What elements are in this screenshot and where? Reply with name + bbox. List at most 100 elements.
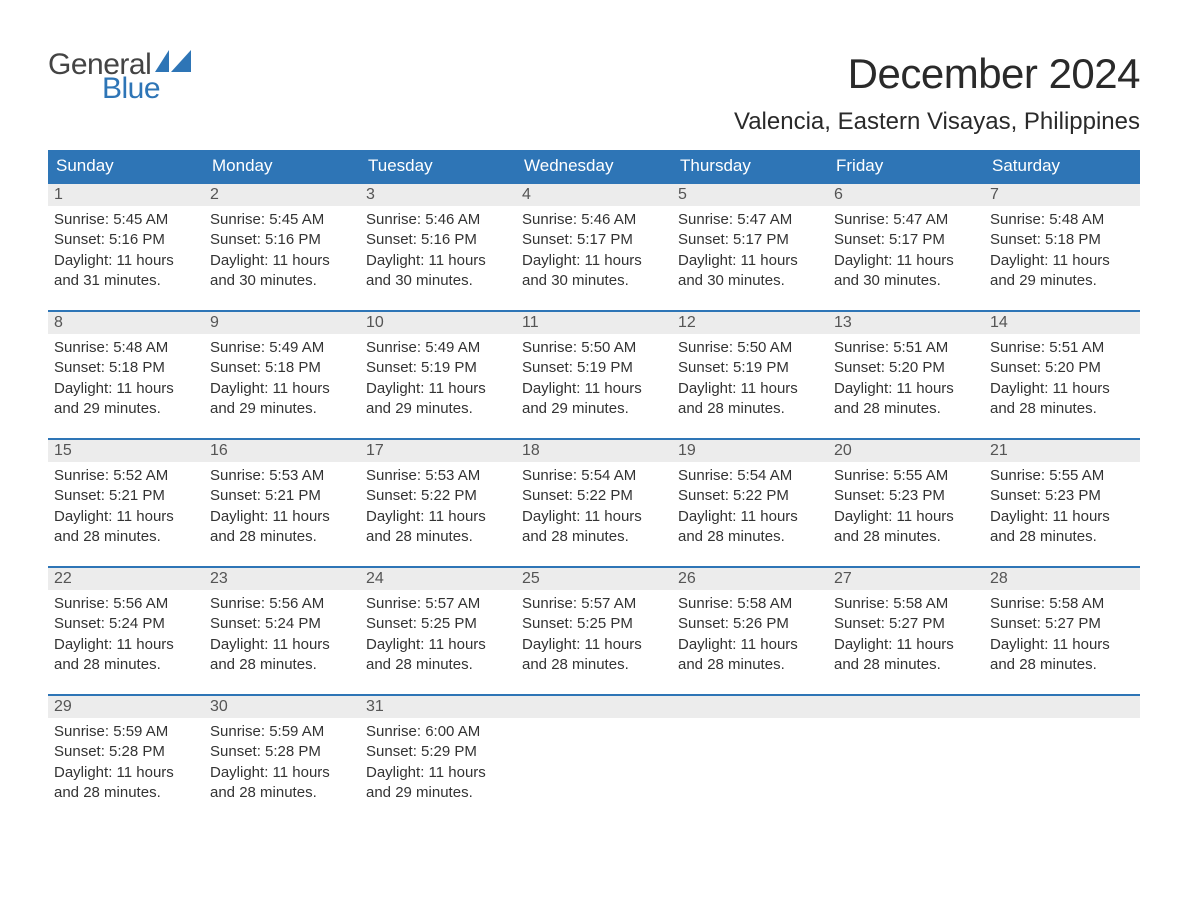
sunset-line: Sunset: 5:18 PM [210, 359, 321, 376]
calendar-day-cell: 23Sunrise: 5:56 AMSunset: 5:24 PMDayligh… [204, 566, 360, 694]
day-number: 26 [672, 568, 828, 590]
sunrise-line: Sunrise: 5:47 AM [678, 211, 792, 228]
logo-sail-icon [155, 50, 193, 76]
calendar-day-cell: .. [828, 694, 984, 822]
calendar-week-row: 29Sunrise: 5:59 AMSunset: 5:28 PMDayligh… [48, 694, 1140, 822]
calendar-table: SundayMondayTuesdayWednesdayThursdayFrid… [48, 150, 1140, 822]
sunset-line: Sunset: 5:17 PM [678, 231, 789, 248]
sunrise-line: Sunrise: 5:45 AM [54, 211, 168, 228]
calendar-day-cell: 3 Sunrise: 5:46 AM Sunset: 5:16 PM Daylight… [360, 182, 516, 310]
calendar-day-cell: .. [672, 694, 828, 822]
sunset-line: Sunset: 5:19 PM [678, 359, 789, 376]
sunrise-line: Sunrise: 5:46 AM [366, 211, 480, 228]
day-number: 30 [204, 696, 360, 718]
sunrise-line: Sunrise: 5:56 AM [54, 595, 168, 612]
sunset-line: Sunset: 5:16 PM [366, 231, 477, 248]
day-number: 2 [204, 184, 360, 206]
day-number: 5 [672, 184, 828, 206]
daylight-line: Daylight: 11 hours and 29 minutes. [366, 380, 486, 417]
day-number: 3 [360, 184, 516, 206]
sunset-line: Sunset: 5:27 PM [834, 615, 945, 632]
day-number: 19 [672, 440, 828, 462]
calendar-day-cell: 12Sunrise: 5:50 AMSunset: 5:19 PMDayligh… [672, 310, 828, 438]
daylight-line: Daylight: 11 hours and 28 minutes. [522, 636, 642, 673]
calendar-day-cell: 1Sunrise: 5:45 AMSunset: 5:16 PMDaylight… [48, 182, 204, 310]
daylight-line: Daylight: 11 hours and 28 minutes. [990, 636, 1110, 673]
calendar-day-cell: 21Sunrise: 5:55 AMSunset: 5:23 PMDayligh… [984, 438, 1140, 566]
daylight-line: Daylight: 11 hours and 30 minutes. [366, 252, 486, 289]
daylight-line: Daylight: 11 hours and 28 minutes. [678, 508, 798, 545]
sunset-line: Sunset: 5:19 PM [366, 359, 477, 376]
sunrise-line: Sunrise: 5:58 AM [990, 595, 1104, 612]
daylight-line: Daylight: 11 hours and 28 minutes. [678, 636, 798, 673]
calendar-day-cell: 8Sunrise: 5:48 AMSunset: 5:18 PMDaylight… [48, 310, 204, 438]
day-details: Sunrise: 5:55 AMSunset: 5:23 PMDaylight:… [984, 462, 1140, 559]
daylight-line: Daylight: 11 hours and 28 minutes. [366, 508, 486, 545]
sunset-line: Sunset: 5:22 PM [366, 487, 477, 504]
day-number: 23 [204, 568, 360, 590]
sunrise-line: Sunrise: 5:51 AM [990, 339, 1104, 356]
sunset-line: Sunset: 5:22 PM [522, 487, 633, 504]
day-details: Sunrise: 5:54 AMSunset: 5:22 PMDaylight:… [672, 462, 828, 559]
day-details: Sunrise: 5:54 AMSunset: 5:22 PMDaylight:… [516, 462, 672, 559]
day-number: 21 [984, 440, 1140, 462]
daylight-line: Daylight: 11 hours and 28 minutes. [210, 508, 330, 545]
day-number: 11 [516, 312, 672, 334]
day-number: 4 [516, 184, 672, 206]
sunset-line: Sunset: 5:25 PM [366, 615, 477, 632]
day-details: Sunrise: 5:51 AMSunset: 5:20 PMDaylight:… [828, 334, 984, 431]
daylight-line: Daylight: 11 hours and 29 minutes. [210, 380, 330, 417]
sunset-line: Sunset: 5:28 PM [210, 743, 321, 760]
day-number: 7 [984, 184, 1140, 206]
calendar-day-cell: .. [516, 694, 672, 822]
title-block: December 2024 Valencia, Eastern Visayas,… [734, 50, 1140, 136]
calendar-day-cell: 10Sunrise: 5:49 AMSunset: 5:19 PMDayligh… [360, 310, 516, 438]
calendar-day-cell: 4Sunrise: 5:46 AMSunset: 5:17 PMDaylight… [516, 182, 672, 310]
day-number: 18 [516, 440, 672, 462]
daylight-line: Daylight: 11 hours and 30 minutes. [834, 252, 954, 289]
sunset-line: Sunset: 5:23 PM [990, 487, 1101, 504]
sunset-line: Sunset: 5:25 PM [522, 615, 633, 632]
calendar-week-row: 1Sunrise: 5:45 AMSunset: 5:16 PMDaylight… [48, 182, 1140, 310]
day-details: Sunrise: 5:56 AMSunset: 5:24 PMDaylight:… [48, 590, 204, 687]
calendar-day-cell: 11Sunrise: 5:50 AMSunset: 5:19 PMDayligh… [516, 310, 672, 438]
day-details: Sunrise: 5:59 AMSunset: 5:28 PMDaylight:… [48, 718, 204, 815]
daylight-line: Daylight: 11 hours and 28 minutes. [54, 508, 174, 545]
day-details: Sunrise: 5:47 AMSunset: 5:17 PMDaylight:… [672, 206, 828, 303]
calendar-day-cell: 19Sunrise: 5:54 AMSunset: 5:22 PMDayligh… [672, 438, 828, 566]
header-row: General Blue December 2024 Valencia, Eas… [48, 50, 1140, 136]
sunrise-line: Sunrise: 5:55 AM [834, 467, 948, 484]
sunset-line: Sunset: 5:17 PM [834, 231, 945, 248]
calendar-day-cell: 15Sunrise: 5:52 AMSunset: 5:21 PMDayligh… [48, 438, 204, 566]
sunset-line: Sunset: 5:17 PM [522, 231, 633, 248]
daylight-line: Daylight: 11 hours and 29 minutes. [990, 252, 1110, 289]
weekday-header: Friday [828, 150, 984, 182]
calendar-day-cell: 22Sunrise: 5:56 AMSunset: 5:24 PMDayligh… [48, 566, 204, 694]
day-number: 27 [828, 568, 984, 590]
calendar-day-cell: 28Sunrise: 5:58 AMSunset: 5:27 PMDayligh… [984, 566, 1140, 694]
day-number: 14 [984, 312, 1140, 334]
daylight-line: Daylight: 11 hours and 28 minutes. [210, 636, 330, 673]
sunrise-line: Sunrise: 5:49 AM [210, 339, 324, 356]
daylight-line: Daylight: 11 hours and 28 minutes. [834, 508, 954, 545]
day-details: Sunrise: 5:46 AMSunset: 5:17 PMDaylight:… [516, 206, 672, 303]
calendar-week-row: 22Sunrise: 5:56 AMSunset: 5:24 PMDayligh… [48, 566, 1140, 694]
day-details: Sunrise: 5:55 AMSunset: 5:23 PMDaylight:… [828, 462, 984, 559]
logo: General Blue [48, 50, 193, 104]
calendar-day-cell: 5Sunrise: 5:47 AMSunset: 5:17 PMDaylight… [672, 182, 828, 310]
calendar-header-row: SundayMondayTuesdayWednesdayThursdayFrid… [48, 150, 1140, 182]
calendar-week-row: 8Sunrise: 5:48 AMSunset: 5:18 PMDaylight… [48, 310, 1140, 438]
weekday-header: Tuesday [360, 150, 516, 182]
sunset-line: Sunset: 5:20 PM [834, 359, 945, 376]
day-details: Sunrise: 5:49 AM Sunset: 5:18 PM Daylight:… [204, 334, 360, 431]
day-details: Sunrise: 5:58 AMSunset: 5:26 PMDaylight:… [672, 590, 828, 687]
daylight-line: Daylight: 11 hours and 30 minutes. [522, 252, 642, 289]
daylight-line: Daylight: 11 hours and 29 minutes. [366, 764, 486, 801]
day-details: Sunrise: 5:50 AMSunset: 5:19 PMDaylight:… [516, 334, 672, 431]
calendar-day-cell: 7Sunrise: 5:48 AMSunset: 5:18 PMDaylight… [984, 182, 1140, 310]
calendar-day-cell: 6Sunrise: 5:47 AMSunset: 5:17 PMDaylight… [828, 182, 984, 310]
sunrise-line: Sunrise: 5:53 AM [366, 467, 480, 484]
daylight-line: Daylight: 11 hours and 28 minutes. [210, 764, 330, 801]
sunset-line: Sunset: 5:24 PM [54, 615, 165, 632]
sunrise-line: Sunrise: 5:54 AM [522, 467, 636, 484]
